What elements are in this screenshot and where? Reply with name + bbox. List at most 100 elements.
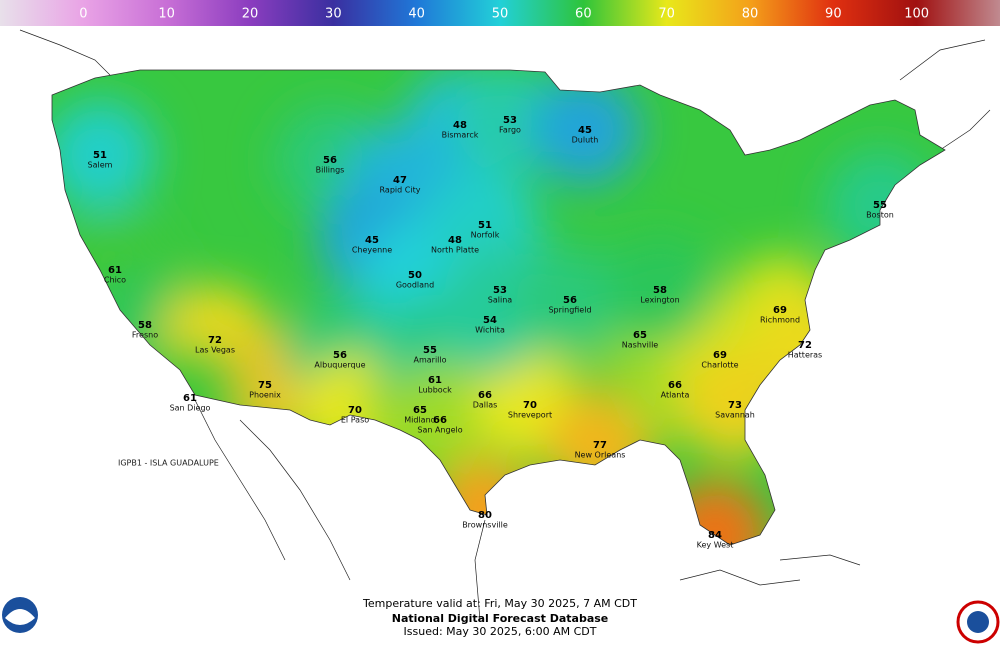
temperature: 51 [478,220,492,231]
temperature: 69 [773,305,787,316]
temperature: 84 [708,530,722,541]
temperature: 51 [93,150,107,161]
city-name: Cheyenne [352,246,392,255]
temperature: 58 [653,285,667,296]
temperature: 56 [563,295,577,306]
city-name: Charlotte [701,361,738,370]
city-name: San Diego [170,404,211,413]
city-name: Rapid City [380,186,421,195]
colorbar-tick-label: 30 [325,7,342,22]
city-name: Nashville [622,341,659,350]
temperature: 80 [478,510,492,521]
colorbar-tick-label: 40 [408,7,425,22]
temperature: 50 [408,270,422,281]
temperature: 54 [483,315,497,326]
colorbar [0,0,1000,26]
city-name: Savannah [715,411,755,420]
city-name: Albuquerque [314,361,365,370]
city-name: Wichita [475,326,505,335]
city-name: Duluth [572,136,599,145]
temperature: 75 [258,380,272,391]
temperature: 61 [183,393,197,404]
temperature: 55 [873,200,887,211]
temperature: 53 [493,285,507,296]
station-label: IGPB1 - ISLA GUADALUPE [118,459,219,468]
city-name: San Angelo [417,426,462,435]
city-name: Lexington [640,296,679,305]
footer-title: National Digital Forecast Database [392,612,609,625]
temperature: 72 [208,335,222,346]
temperature: 73 [728,400,742,411]
coastlines [19,29,991,621]
temperature: 61 [428,375,442,386]
colorbar-tick-label: 70 [658,7,675,22]
city-name: Shreveport [508,411,552,420]
colorbar-tick-label: 90 [825,7,842,22]
city-name: Chico [104,276,126,285]
city-name: North Platte [431,246,479,255]
city-name: Bismarck [442,131,479,140]
city-name: Norfolk [471,231,500,240]
temperature: 66 [433,415,447,426]
temperature: 70 [523,400,537,411]
temperature: 55 [423,345,437,356]
city-name: Hatteras [788,351,822,360]
colorbar-tick-label: 20 [242,7,259,22]
temperature: 65 [413,405,427,416]
temperature: 66 [478,390,492,401]
city-name: Lubbock [418,386,452,395]
city-name: El Paso [341,416,369,425]
valid-time: Temperature valid at: Fri, May 30 2025, … [362,597,637,610]
city-name: Fargo [499,126,521,135]
temperature-blob [605,235,715,345]
city-name: Las Vegas [195,346,235,355]
city-name: New Orleans [575,451,626,460]
temperature: 48 [448,235,462,246]
colorbar-tick-label: 10 [158,7,175,22]
temperature: 45 [365,235,379,246]
temperature: 48 [453,120,467,131]
us-outline [51,69,946,546]
temperature: 56 [333,350,347,361]
city-name: Phoenix [249,391,281,400]
city-name: Key West [697,541,734,550]
temperature: 56 [323,155,337,166]
city-name: Fresno [132,331,158,340]
city-name: Richmond [760,316,800,325]
nws-logo [956,600,1000,644]
temperature: 61 [108,265,122,276]
temperature: 65 [633,330,647,341]
temperature: 77 [593,440,607,451]
city-name: Billings [316,166,345,175]
temperature: 69 [713,350,727,361]
colorbar-tick-label: 60 [575,7,592,22]
temperature-blob [515,245,625,355]
temperature: 70 [348,405,362,416]
city-name: Dallas [473,401,498,410]
city-name: Brownsville [462,521,508,530]
colorbar-tick-label: 100 [904,7,929,22]
colorbar-tick-label: 0 [79,7,87,22]
issued-time: Issued: May 30 2025, 6:00 AM CDT [404,625,597,638]
city-name: Springfield [548,306,591,315]
city-name: Salem [88,161,113,170]
city-name: Salina [488,296,512,305]
temperature: 66 [668,380,682,391]
city-name: Midland [404,416,435,425]
temperature: 72 [798,340,812,351]
temperature: 58 [138,320,152,331]
city-name: Amarillo [413,356,446,365]
city-name: Goodland [396,281,434,290]
temperature: 45 [578,125,592,136]
temperature: 53 [503,115,517,126]
city-name: Boston [866,211,894,220]
colorbar-tick-label: 50 [492,7,509,22]
noaa-logo [2,597,38,633]
colorbar-tick-label: 80 [742,7,759,22]
temperature-blob [52,100,155,210]
city-name: Atlanta [661,391,690,400]
temperature-blob [530,75,640,185]
